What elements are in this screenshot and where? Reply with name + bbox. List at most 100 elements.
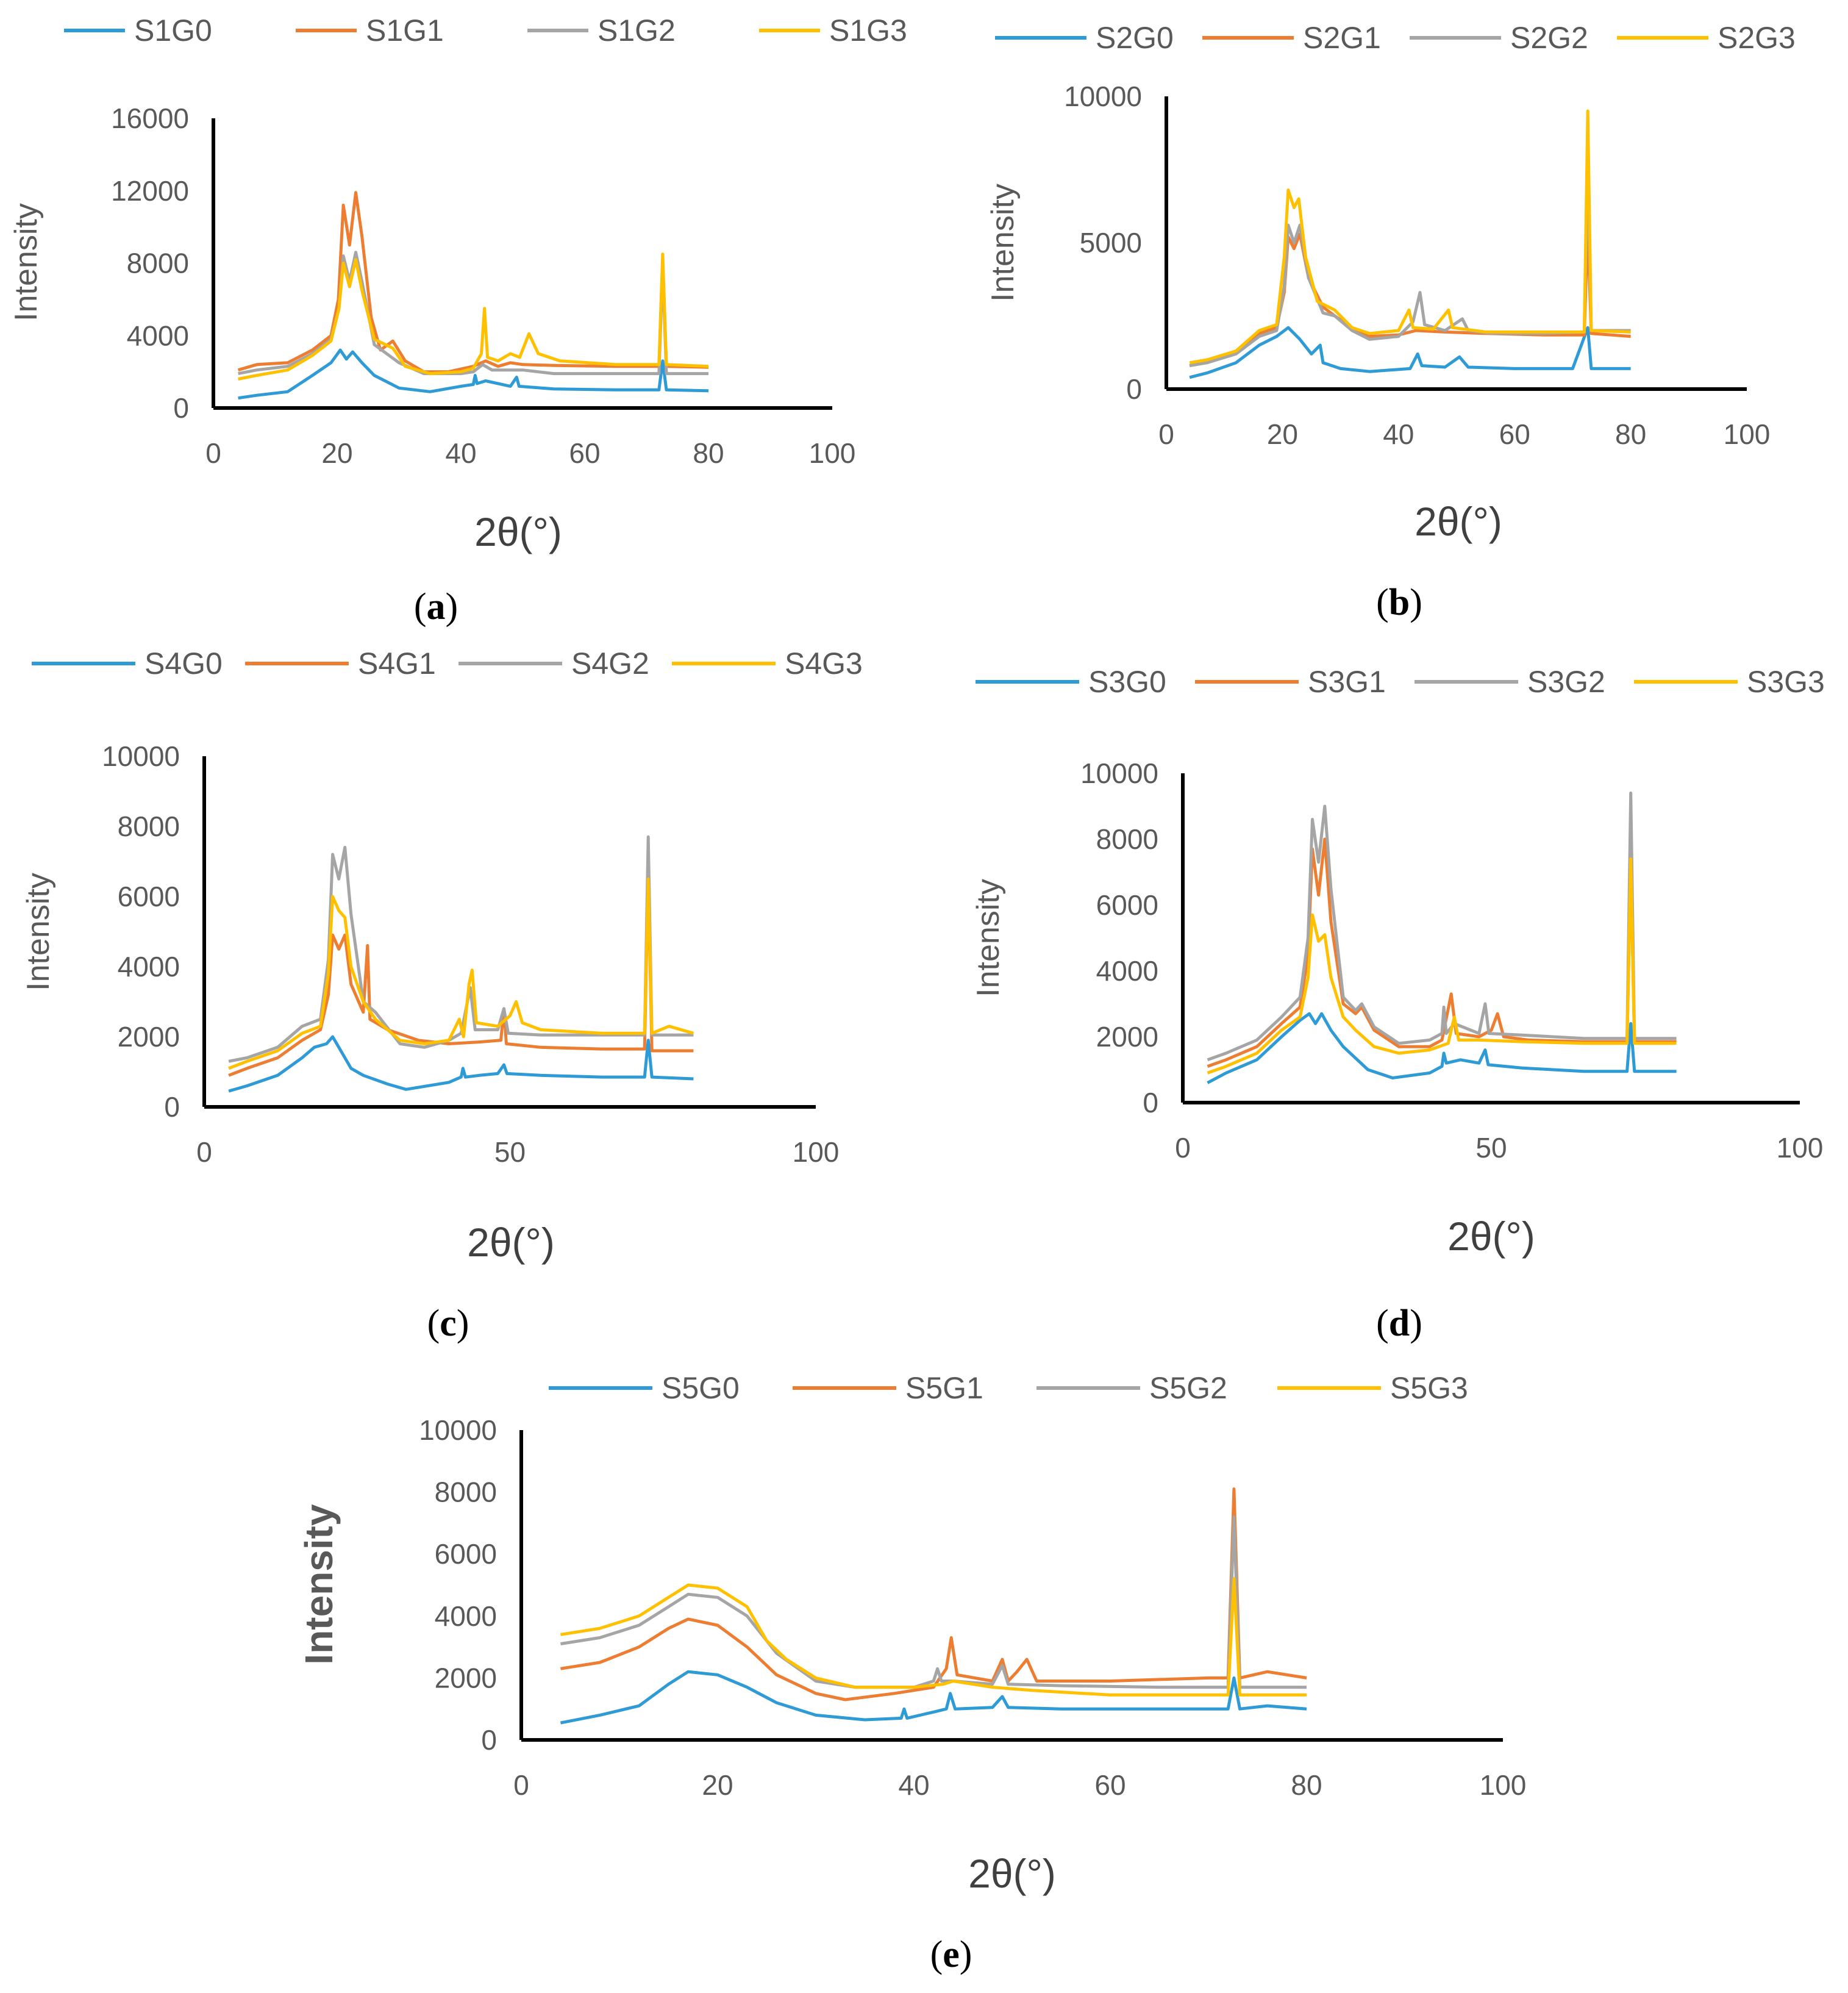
y-tick-label: 0 bbox=[164, 1091, 180, 1123]
y-axis-title: Intensity bbox=[297, 1504, 341, 1665]
x-tick-label: 60 bbox=[569, 437, 600, 469]
chart-panel-e: S5G0 S5G1 S5G2 S5G3 0 2000 4000 6000 8000 10000 0 2… bbox=[297, 1371, 1526, 1975]
x-tick-label: 60 bbox=[1499, 418, 1530, 450]
series-line-S1G1 bbox=[237, 191, 709, 374]
legend-label-S2G3: S2G3 bbox=[1718, 21, 1796, 55]
panel-label-letter: b bbox=[1389, 582, 1410, 623]
legend-label-S2G2: S2G2 bbox=[1510, 21, 1588, 55]
y-tick-label: 8000 bbox=[118, 810, 180, 842]
legend-label-S4G1: S4G1 bbox=[358, 646, 436, 681]
x-axis-title: 2θ(°) bbox=[467, 1220, 555, 1265]
panel-label-letter: a bbox=[427, 586, 446, 628]
x-tick-label: 20 bbox=[702, 1769, 733, 1801]
x-tick-label: 100 bbox=[809, 437, 856, 469]
series-line-S1G3 bbox=[238, 252, 709, 381]
x-tick-label: 0 bbox=[1175, 1132, 1191, 1164]
y-tick-label: 6000 bbox=[1096, 889, 1158, 921]
y-tick-label: 0 bbox=[1126, 373, 1142, 405]
series-line-S2G3 bbox=[1189, 109, 1631, 365]
x-tick-label: 0 bbox=[513, 1769, 529, 1801]
y-tick-label: 4000 bbox=[435, 1600, 497, 1632]
y-tick-label: 12000 bbox=[111, 175, 189, 207]
x-tick-label: 100 bbox=[1777, 1132, 1824, 1164]
panel-label-letter: e bbox=[943, 1934, 960, 1975]
y-tick-label: 2000 bbox=[118, 1021, 180, 1053]
legend-label-S1G3: S1G3 bbox=[829, 13, 907, 48]
x-tick-label: 100 bbox=[793, 1136, 840, 1168]
panel-label-letter: c bbox=[440, 1303, 457, 1344]
x-tick-label: 40 bbox=[1383, 418, 1414, 450]
panel-label: (e) bbox=[930, 1934, 972, 1975]
y-tick-label: 6000 bbox=[435, 1538, 497, 1570]
x-tick-label: 80 bbox=[693, 437, 724, 469]
x-tick-label: 40 bbox=[898, 1769, 929, 1801]
x-tick-label: 0 bbox=[196, 1136, 212, 1168]
y-tick-label: 6000 bbox=[118, 881, 180, 912]
chart-panel-c: S4G0 S4G1 S4G2 S4G3 0 2000 4000 6000 8000 10000 0 5… bbox=[21, 646, 863, 1344]
x-tick-label: 40 bbox=[445, 437, 476, 469]
x-axis-title: 2θ(°) bbox=[1415, 499, 1502, 544]
panel-label-open-paren: ( bbox=[1376, 582, 1389, 623]
legend-label-S2G1: S2G1 bbox=[1303, 21, 1381, 55]
legend-label-S3G0: S3G0 bbox=[1088, 665, 1166, 699]
y-axis-title: Intensity bbox=[21, 873, 56, 991]
panel-label-open-paren: ( bbox=[930, 1934, 943, 1975]
panel-label-letter: d bbox=[1389, 1303, 1410, 1344]
panel-label: (d) bbox=[1376, 1303, 1422, 1344]
legend-label-S5G2: S5G2 bbox=[1149, 1371, 1227, 1405]
legend-label-S1G2: S1G2 bbox=[598, 13, 676, 48]
y-tick-label: 2000 bbox=[1096, 1021, 1158, 1053]
legend-label-S4G2: S4G2 bbox=[571, 646, 649, 681]
series-line-S3G2 bbox=[1207, 791, 1677, 1062]
y-tick-label: 4000 bbox=[118, 951, 180, 982]
series-line-S5G2 bbox=[560, 1515, 1307, 1689]
panel-label: (a) bbox=[414, 586, 458, 628]
y-tick-label: 10000 bbox=[1080, 757, 1158, 789]
y-tick-label: 5000 bbox=[1080, 227, 1142, 259]
y-tick-label: 0 bbox=[1143, 1087, 1158, 1118]
y-tick-label: 8000 bbox=[127, 248, 189, 279]
x-tick-label: 80 bbox=[1615, 418, 1646, 450]
x-axis-title: 2θ(°) bbox=[474, 509, 562, 554]
series-line-S1G0 bbox=[238, 348, 709, 400]
x-axis-title: 2θ(°) bbox=[1447, 1214, 1535, 1259]
x-tick-label: 50 bbox=[1475, 1132, 1507, 1164]
series-line-S2G0 bbox=[1189, 326, 1631, 379]
series-line-S3G1 bbox=[1207, 837, 1677, 1068]
y-tick-label: 8000 bbox=[435, 1476, 497, 1508]
y-tick-label: 8000 bbox=[1096, 823, 1158, 855]
x-tick-label: 80 bbox=[1291, 1769, 1322, 1801]
panel-label-open-paren: ( bbox=[427, 1303, 440, 1344]
x-axis-title: 2θ(°) bbox=[968, 1851, 1056, 1896]
panel-label: (b) bbox=[1376, 582, 1422, 623]
legend-label-S5G1: S5G1 bbox=[905, 1371, 983, 1405]
legend-label-S1G0: S1G0 bbox=[134, 13, 212, 48]
x-tick-label: 100 bbox=[1724, 418, 1771, 450]
y-tick-label: 2000 bbox=[435, 1662, 497, 1694]
series-line-S3G0 bbox=[1207, 1012, 1677, 1084]
y-axis-title: Intensity bbox=[985, 184, 1021, 302]
series-line-S5G0 bbox=[560, 1670, 1307, 1725]
legend-label-S5G3: S5G3 bbox=[1390, 1371, 1468, 1405]
panel-label-open-paren: ( bbox=[414, 586, 427, 628]
panel-label-open-paren: ( bbox=[1376, 1303, 1389, 1344]
chart-panel-a: S1G0 S1G1 S1G2 S1G3 0 4000 8000 12000 16000 0 20 40… bbox=[9, 13, 907, 628]
y-tick-label: 16000 bbox=[111, 102, 189, 134]
panel-label: (c) bbox=[427, 1303, 469, 1344]
legend-label-S3G1: S3G1 bbox=[1308, 665, 1386, 699]
legend-label-S3G3: S3G3 bbox=[1747, 665, 1825, 699]
series-line-S5G1 bbox=[560, 1487, 1307, 1701]
x-tick-label: 0 bbox=[205, 437, 221, 469]
y-tick-label: 0 bbox=[173, 392, 189, 424]
y-axis-title: Intensity bbox=[9, 203, 44, 321]
legend-label-S1G1: S1G1 bbox=[366, 13, 444, 48]
x-tick-label: 0 bbox=[1158, 418, 1174, 450]
chart-panel-b: S2G0 S2G1 S2G2 S2G3 0 5000 10000 0 20 40 60 80 100 In… bbox=[985, 21, 1796, 623]
x-tick-label: 20 bbox=[1267, 418, 1298, 450]
y-tick-label: 4000 bbox=[1096, 955, 1158, 987]
x-tick-label: 100 bbox=[1480, 1769, 1527, 1801]
legend-label-S3G2: S3G2 bbox=[1527, 665, 1605, 699]
